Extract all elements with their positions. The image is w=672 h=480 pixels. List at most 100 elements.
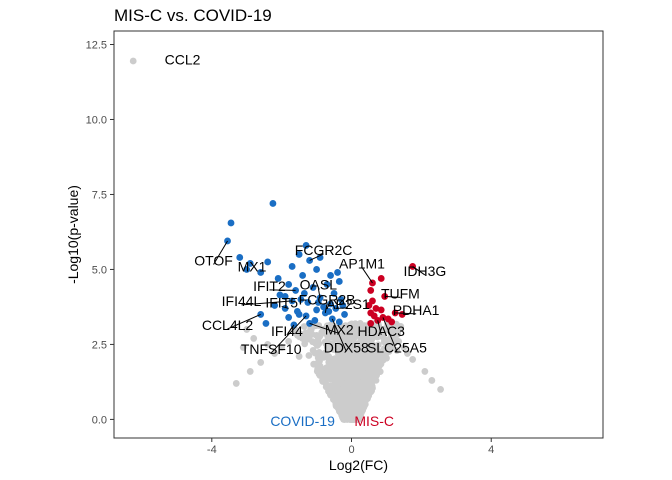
- down-point: [314, 299, 322, 306]
- down-point: [320, 303, 327, 311]
- label-connector: [331, 318, 347, 352]
- y-axis-ticks: 0.0 2.5 5.0 7.5 10.0 12.5: [86, 39, 114, 426]
- down-point: [327, 272, 334, 279]
- gene-label-ccl2: CCL2: [165, 51, 201, 67]
- ns-cloud-point: [318, 328, 326, 336]
- ns-point: [400, 344, 408, 351]
- label-connector: [281, 305, 289, 309]
- up-point: [367, 320, 375, 327]
- label-connector: [309, 253, 324, 261]
- ns-cloud-point: [366, 338, 374, 346]
- down-point: [341, 311, 348, 318]
- down-point: [243, 266, 251, 273]
- y-tick-label: 5.0: [92, 264, 107, 276]
- label-connectors: [213, 240, 426, 354]
- ns-cloud-point: [343, 353, 351, 360]
- down-point: [337, 296, 345, 303]
- ns-cloud-point: [349, 346, 357, 354]
- down-point: [262, 320, 270, 327]
- ns-point: [257, 359, 265, 366]
- gene-label-ifi44: IFI44: [271, 323, 303, 339]
- gene-label-mx2: MX2: [325, 321, 354, 337]
- up-point: [388, 318, 396, 326]
- label-connector: [286, 324, 295, 336]
- x-axis-ticks: -4 0 4: [207, 438, 494, 456]
- ns-cloud-point: [315, 340, 322, 348]
- label-connector: [309, 322, 340, 334]
- down-point: [309, 284, 317, 291]
- label-connector: [270, 315, 307, 354]
- label-connector: [324, 303, 328, 314]
- ns-cloud-point: [348, 379, 356, 386]
- ns-cloud-point: [301, 340, 309, 348]
- ns-cloud-point: [367, 379, 375, 387]
- plot-panel-border: [113, 30, 604, 439]
- label-connector: [382, 317, 398, 352]
- down-point: [285, 314, 293, 321]
- ns-cloud-point: [309, 338, 316, 346]
- ns-point: [250, 335, 258, 342]
- ns-cloud-point: [364, 370, 372, 377]
- label-connector: [412, 266, 426, 276]
- gene-label-ifit5: IFIT5: [265, 294, 298, 310]
- ns-cloud-point: [360, 338, 368, 345]
- ns-cloud-point: [332, 372, 340, 380]
- gene-label-idh3g: IDH3G: [403, 263, 446, 279]
- ns-cloud-point: [336, 360, 344, 368]
- ns-cloud-point: [324, 332, 331, 340]
- ns-point: [264, 341, 272, 348]
- ns-cloud-point: [388, 328, 396, 336]
- label-connector: [317, 288, 321, 299]
- label-connector: [395, 312, 417, 315]
- ns-cloud-point: [311, 349, 319, 357]
- ns-cloud-point: [360, 374, 368, 382]
- gene-label-oasl: OASL: [300, 276, 338, 292]
- down-point: [288, 263, 296, 270]
- down-point: [316, 254, 324, 261]
- gene-label-mx1: MX1: [238, 258, 267, 274]
- ns-cloud-point: [328, 361, 336, 368]
- down-point: [335, 318, 343, 326]
- ns-cloud-point: [325, 367, 333, 375]
- ns-cloud-point: [374, 351, 381, 359]
- y-tick-label: 2.5: [92, 339, 107, 351]
- ns-cloud-point: [381, 338, 389, 346]
- label-connector: [213, 240, 228, 265]
- gene-label-fcgr2b: FCGR2B: [299, 291, 356, 307]
- ns-cloud-point: [361, 324, 369, 332]
- gene-label-ccl4l2: CCL4L2: [202, 317, 254, 333]
- ns-point: [243, 326, 251, 333]
- down-point: [334, 269, 341, 276]
- down-point: [327, 300, 334, 308]
- ns-point: [278, 344, 286, 351]
- ns-cloud-point: [341, 415, 349, 423]
- x-tick-label: 0: [348, 444, 354, 456]
- ns-cloud-point: [364, 387, 372, 395]
- ns-cloud-point: [305, 352, 313, 359]
- down-point: [269, 200, 277, 207]
- down-point: [257, 269, 265, 276]
- ns-point: [295, 353, 303, 360]
- up-point: [365, 302, 373, 309]
- ns-cloud-point: [331, 333, 339, 341]
- gene-label-ap1m1: AP1M1: [339, 255, 385, 271]
- gene-label-ddx58: DDX58: [324, 339, 369, 355]
- down-point: [325, 308, 333, 315]
- down-point: [295, 311, 303, 318]
- label-connector: [384, 295, 401, 298]
- ns-cloud-point: [348, 323, 355, 331]
- x-tick-label: 4: [488, 444, 494, 456]
- gene-label-otof: OTOF: [194, 252, 233, 268]
- down-point: [271, 302, 279, 309]
- ns-cloud-point: [293, 329, 300, 337]
- down-point: [299, 272, 307, 279]
- gene-label-tnfsf10: TNFSF10: [241, 341, 302, 357]
- down-point: [323, 281, 331, 288]
- ns-cloud-point: [342, 386, 350, 394]
- ns-cloud-point: [338, 371, 346, 379]
- ns-cloud-point: [326, 373, 334, 381]
- ns-cloud-point: [351, 360, 359, 368]
- y-axis-title: -Log10(p-value): [65, 185, 81, 284]
- ns-cloud-point: [340, 335, 348, 343]
- down-point: [276, 291, 284, 299]
